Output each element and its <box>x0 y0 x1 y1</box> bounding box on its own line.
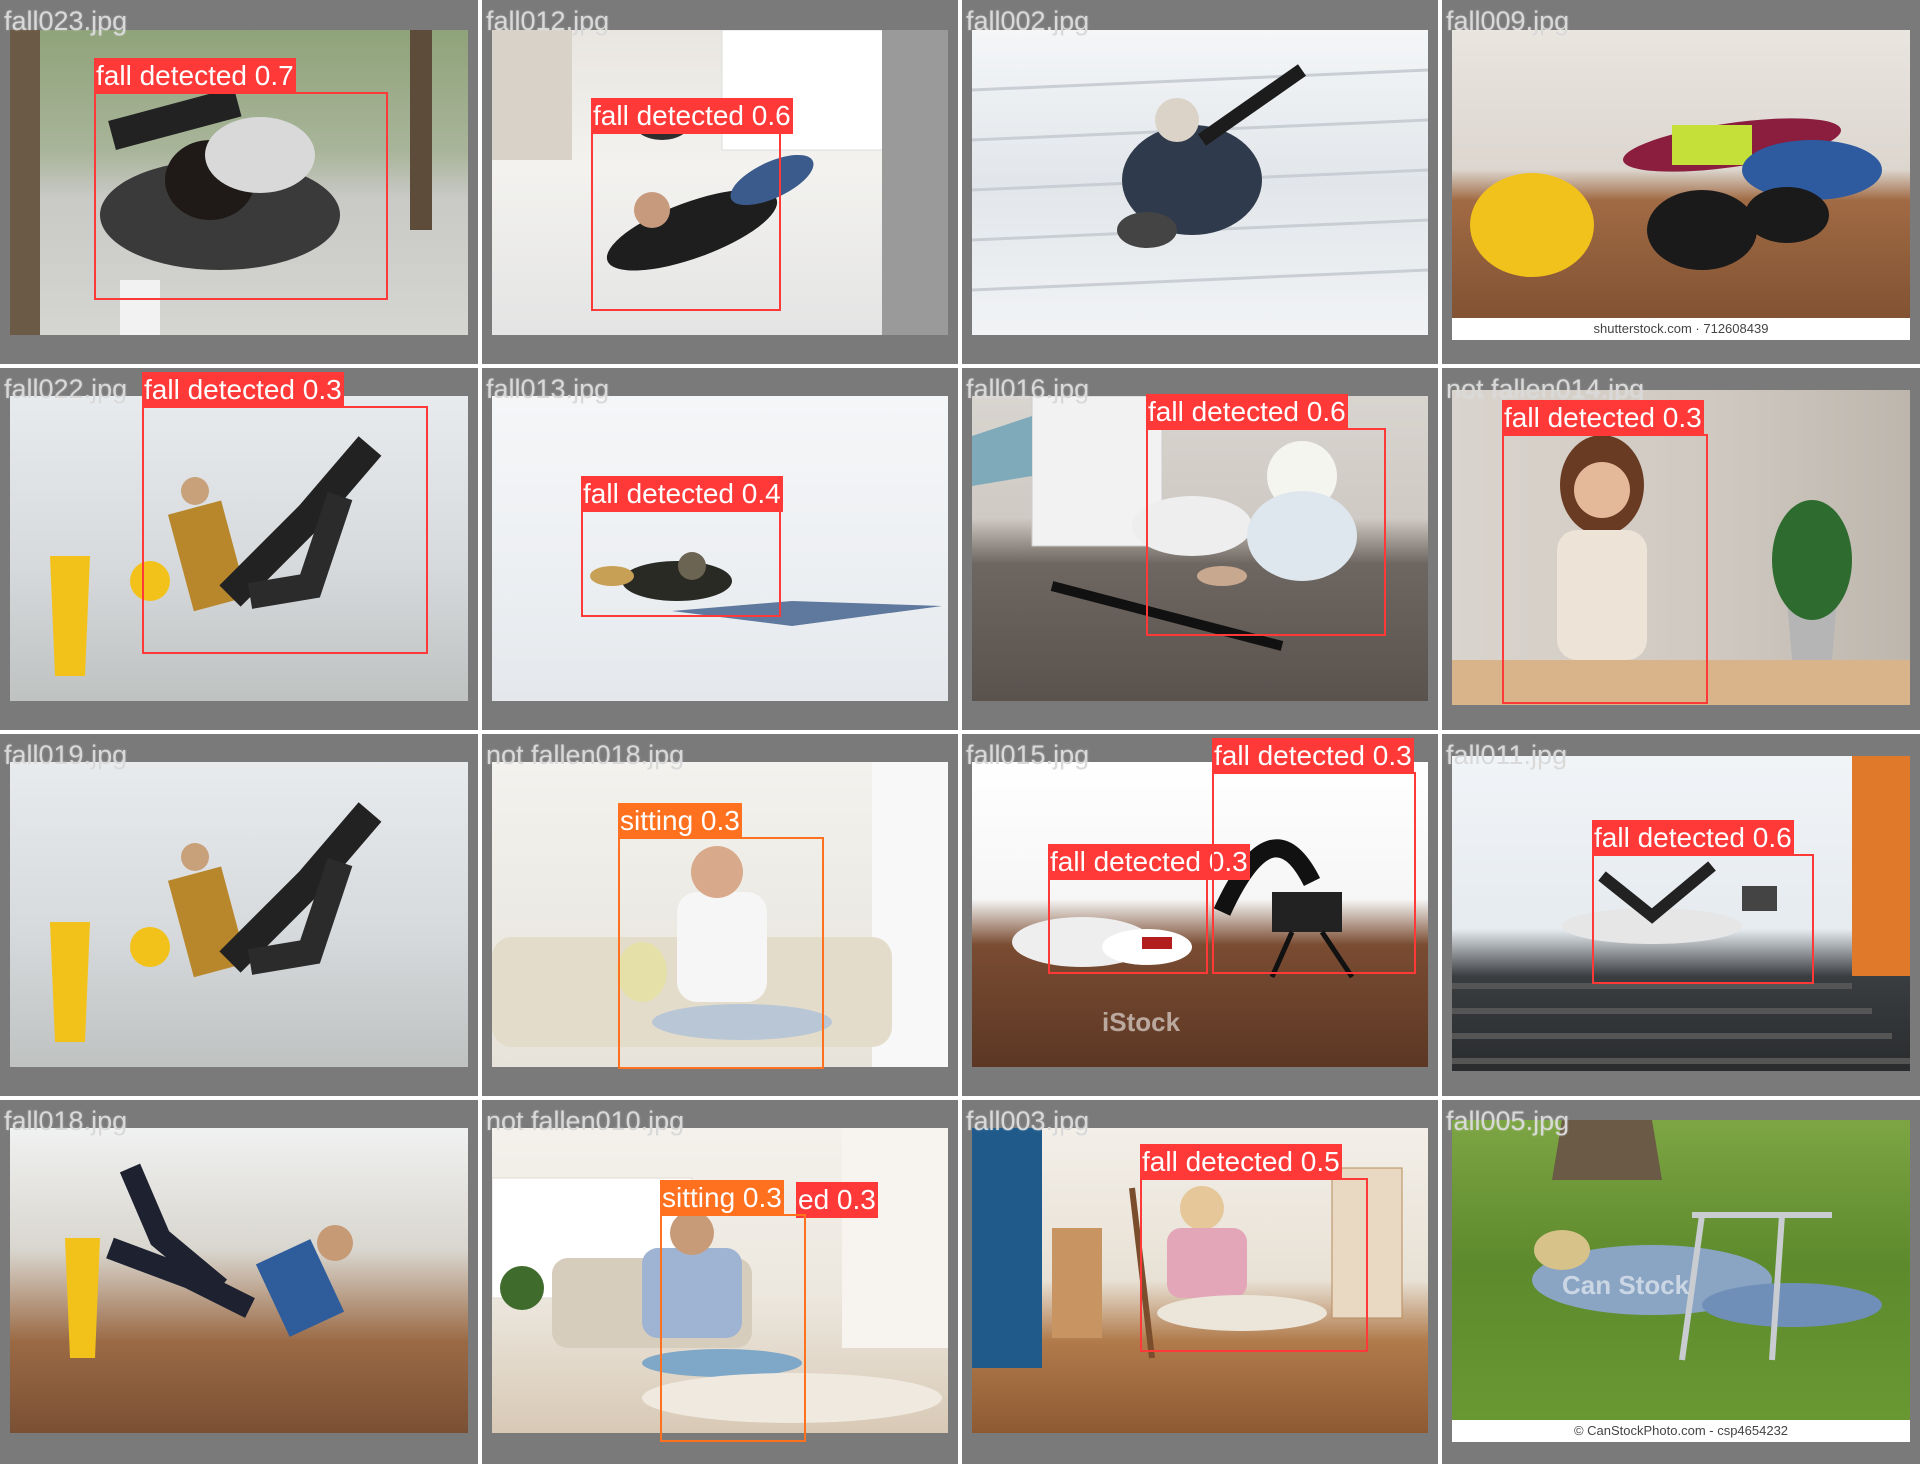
detection-label: fall detected 0.3 <box>1048 844 1250 880</box>
detection-box: fall detected 0.3 <box>1502 400 1708 704</box>
photo <box>492 30 948 335</box>
result-tile[interactable]: shutterstock.com · 712608439 fall009.jpg <box>1442 0 1920 364</box>
result-tile[interactable]: fall detected 0.7 fall023.jpg <box>0 0 478 364</box>
result-tile[interactable]: fall018.jpg <box>0 1100 478 1464</box>
stock-caption: shutterstock.com · 712608439 <box>1452 318 1910 340</box>
detection-box: fall detected 0.5 <box>1140 1144 1368 1352</box>
detection-box: sitting 0.3 <box>660 1180 806 1442</box>
detection-label: fall detected 0.3 <box>1502 400 1704 436</box>
detection-label: fall detected 0.3 <box>142 372 344 408</box>
detection-box: fall detected 0.7 <box>94 58 388 300</box>
image-filename: fall012.jpg <box>486 6 610 36</box>
photo <box>492 1128 948 1433</box>
result-tile[interactable]: fall002.jpg <box>962 0 1438 364</box>
result-tile[interactable]: fall detected 0.4 fall013.jpg <box>482 368 958 730</box>
image-filename: not fallen010.jpg <box>486 1106 685 1136</box>
image-filename: fall022.jpg <box>4 374 128 404</box>
detection-box: sitting 0.3 <box>618 803 824 1069</box>
photo <box>10 1128 468 1433</box>
detection-box: fall detected 0.6 <box>1592 820 1814 984</box>
result-tile[interactable]: fall019.jpg <box>0 734 478 1096</box>
image-filename: fall018.jpg <box>4 1106 128 1136</box>
image-filename: fall016.jpg <box>966 374 1090 404</box>
image-filename: fall003.jpg <box>966 1106 1090 1136</box>
photo <box>972 30 1428 335</box>
image-filename: fall015.jpg <box>966 740 1090 770</box>
result-tile[interactable]: iStock fall detected 0.3 fall detected 0… <box>962 734 1438 1096</box>
detection-box: fall detected 0.6 <box>591 98 793 311</box>
photo <box>972 396 1428 701</box>
detection-box: fall detected 0.3 <box>142 372 428 654</box>
detection-label: ed 0.3 <box>796 1182 878 1218</box>
image-filename: fall002.jpg <box>966 6 1090 36</box>
detection-box: fall detected 0.3 <box>1212 738 1416 974</box>
detection-label: fall detected 0.5 <box>1140 1144 1342 1180</box>
detection-box: fall detected 0.6 <box>1146 394 1386 636</box>
image-filename: not fallen014.jpg <box>1446 374 1645 404</box>
detection-box: fall detected 0.3 <box>1048 844 1250 974</box>
stock-caption: © CanStockPhoto.com - csp4654232 <box>1452 1420 1910 1442</box>
photo <box>10 396 468 701</box>
result-tile[interactable]: ed 0.3 sitting 0.3 not fallen010.jpg <box>482 1100 958 1464</box>
photo: Can Stock © CanStockPhoto.com - csp46542… <box>1452 1120 1910 1442</box>
result-tile[interactable]: fall detected 0.6 fall016.jpg <box>962 368 1438 730</box>
detection-label: sitting 0.3 <box>660 1180 784 1216</box>
image-filename: fall005.jpg <box>1446 1106 1570 1136</box>
photo <box>1452 390 1910 705</box>
image-filename: fall011.jpg <box>1446 740 1568 770</box>
detection-label: fall detected 0.3 <box>1212 738 1414 774</box>
result-tile[interactable]: fall detected 0.6 fall012.jpg <box>482 0 958 364</box>
detection-label: sitting 0.3 <box>618 803 742 839</box>
detection-label: fall detected 0.7 <box>94 58 296 94</box>
image-filename: fall009.jpg <box>1446 6 1570 36</box>
photo <box>492 396 948 701</box>
image-filename: fall019.jpg <box>4 740 128 770</box>
photo <box>1452 756 1910 1071</box>
photo <box>10 762 468 1067</box>
detection-label: fall detected 0.6 <box>1592 820 1794 856</box>
photo <box>492 762 948 1067</box>
image-filename: fall013.jpg <box>486 374 610 404</box>
detection-label: fall detected 0.4 <box>581 476 783 512</box>
result-tile[interactable]: fall detected 0.3 not fallen014.jpg <box>1442 368 1920 730</box>
result-tile[interactable]: sitting 0.3 not fallen018.jpg <box>482 734 958 1096</box>
stock-watermark: Can Stock <box>1562 1270 1690 1300</box>
result-tile[interactable]: fall detected 0.5 fall003.jpg <box>962 1100 1438 1464</box>
detection-label: fall detected 0.6 <box>1146 394 1348 430</box>
image-filename: fall023.jpg <box>4 6 128 36</box>
stock-watermark: iStock <box>1102 1007 1181 1037</box>
result-tile[interactable]: fall detected 0.6 fall011.jpg <box>1442 734 1920 1096</box>
result-tile[interactable]: Can Stock © CanStockPhoto.com - csp46542… <box>1442 1100 1920 1464</box>
result-tile[interactable]: fall detected 0.3 fall022.jpg <box>0 368 478 730</box>
photo: shutterstock.com · 712608439 <box>1452 30 1910 340</box>
detection-box: fall detected 0.4 <box>581 476 783 617</box>
detection-label: fall detected 0.6 <box>591 98 793 134</box>
image-filename: not fallen018.jpg <box>486 740 685 770</box>
